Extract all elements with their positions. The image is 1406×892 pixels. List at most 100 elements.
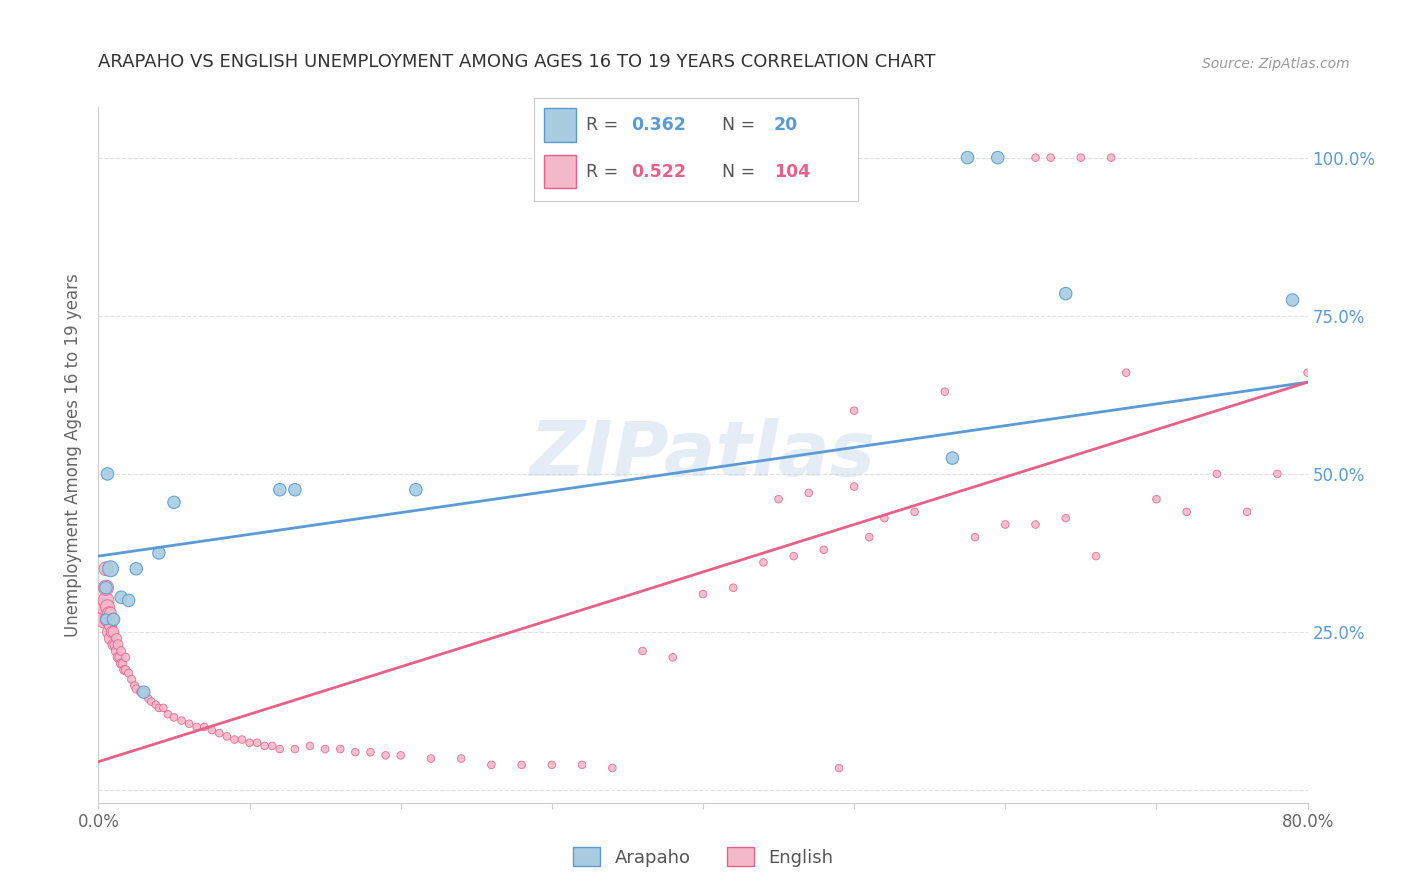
Point: [110, 657, 132, 671]
Point: [96, 467, 118, 481]
Point: [956, 151, 979, 165]
Point: [94, 581, 117, 595]
Point: [540, 757, 562, 772]
Point: [107, 638, 129, 652]
Point: [100, 562, 122, 576]
Text: 0.362: 0.362: [631, 116, 686, 134]
Point: [269, 742, 291, 756]
Point: [813, 542, 835, 557]
Point: [987, 151, 1010, 165]
Point: [934, 384, 956, 399]
Point: [329, 742, 352, 756]
Point: [118, 593, 141, 607]
Point: [100, 606, 122, 620]
Point: [420, 751, 443, 765]
Point: [1281, 293, 1303, 307]
Point: [93, 599, 115, 614]
Text: 0.522: 0.522: [631, 163, 686, 181]
Point: [224, 732, 246, 747]
Point: [284, 742, 307, 756]
Point: [111, 657, 134, 671]
Point: [94, 562, 117, 576]
Point: [360, 745, 382, 759]
FancyBboxPatch shape: [544, 154, 576, 188]
Point: [132, 685, 155, 699]
Point: [246, 736, 269, 750]
Point: [94, 593, 117, 607]
Point: [533, 151, 555, 165]
Point: [136, 691, 159, 706]
Point: [571, 757, 593, 772]
Point: [107, 650, 129, 665]
Point: [103, 612, 125, 626]
Point: [170, 714, 193, 728]
Point: [481, 757, 503, 772]
Point: [1236, 505, 1258, 519]
Point: [208, 726, 231, 740]
Point: [1039, 151, 1062, 165]
Point: [858, 530, 880, 544]
Point: [262, 739, 284, 753]
Point: [1267, 467, 1289, 481]
Point: [602, 761, 624, 775]
Point: [156, 707, 179, 722]
Point: [114, 650, 136, 665]
Point: [1085, 549, 1108, 563]
Point: [103, 612, 125, 626]
Point: [91, 606, 114, 620]
Point: [828, 761, 851, 775]
Point: [1175, 505, 1198, 519]
Text: N =: N =: [721, 163, 755, 181]
Point: [723, 581, 745, 595]
Point: [105, 632, 128, 646]
Point: [152, 701, 174, 715]
Point: [101, 612, 124, 626]
Point: [797, 486, 820, 500]
Point: [1144, 492, 1167, 507]
Point: [186, 720, 208, 734]
Point: [994, 517, 1017, 532]
Point: [344, 745, 367, 759]
Point: [108, 650, 131, 665]
Point: [405, 483, 427, 497]
Text: 104: 104: [773, 163, 810, 181]
Point: [844, 479, 866, 493]
Point: [662, 650, 685, 665]
Point: [101, 625, 124, 640]
Point: [145, 698, 167, 712]
Point: [752, 556, 775, 570]
Point: [965, 530, 987, 544]
Point: [163, 710, 186, 724]
Point: [110, 591, 132, 605]
Point: [129, 685, 152, 699]
Point: [389, 748, 412, 763]
FancyBboxPatch shape: [544, 109, 576, 142]
Point: [98, 606, 121, 620]
Text: ZIPatlas: ZIPatlas: [530, 418, 876, 491]
Point: [269, 483, 291, 497]
Point: [103, 638, 125, 652]
Point: [94, 581, 117, 595]
Point: [873, 511, 896, 525]
Point: [1024, 151, 1046, 165]
Point: [98, 625, 121, 640]
Point: [904, 505, 927, 519]
Y-axis label: Unemployment Among Ages 16 to 19 years: Unemployment Among Ages 16 to 19 years: [65, 273, 83, 637]
Point: [96, 599, 118, 614]
Point: [125, 681, 148, 696]
Point: [231, 732, 253, 747]
Point: [141, 695, 163, 709]
Point: [215, 730, 238, 744]
Point: [100, 632, 122, 646]
Point: [844, 403, 866, 417]
Point: [114, 663, 136, 677]
Point: [768, 492, 790, 507]
Point: [1070, 151, 1092, 165]
Point: [163, 495, 186, 509]
Point: [1115, 366, 1137, 380]
Point: [941, 451, 963, 466]
Point: [100, 618, 122, 632]
Point: [132, 685, 155, 699]
Text: R =: R =: [586, 116, 624, 134]
Text: Source: ZipAtlas.com: Source: ZipAtlas.com: [1202, 57, 1350, 71]
